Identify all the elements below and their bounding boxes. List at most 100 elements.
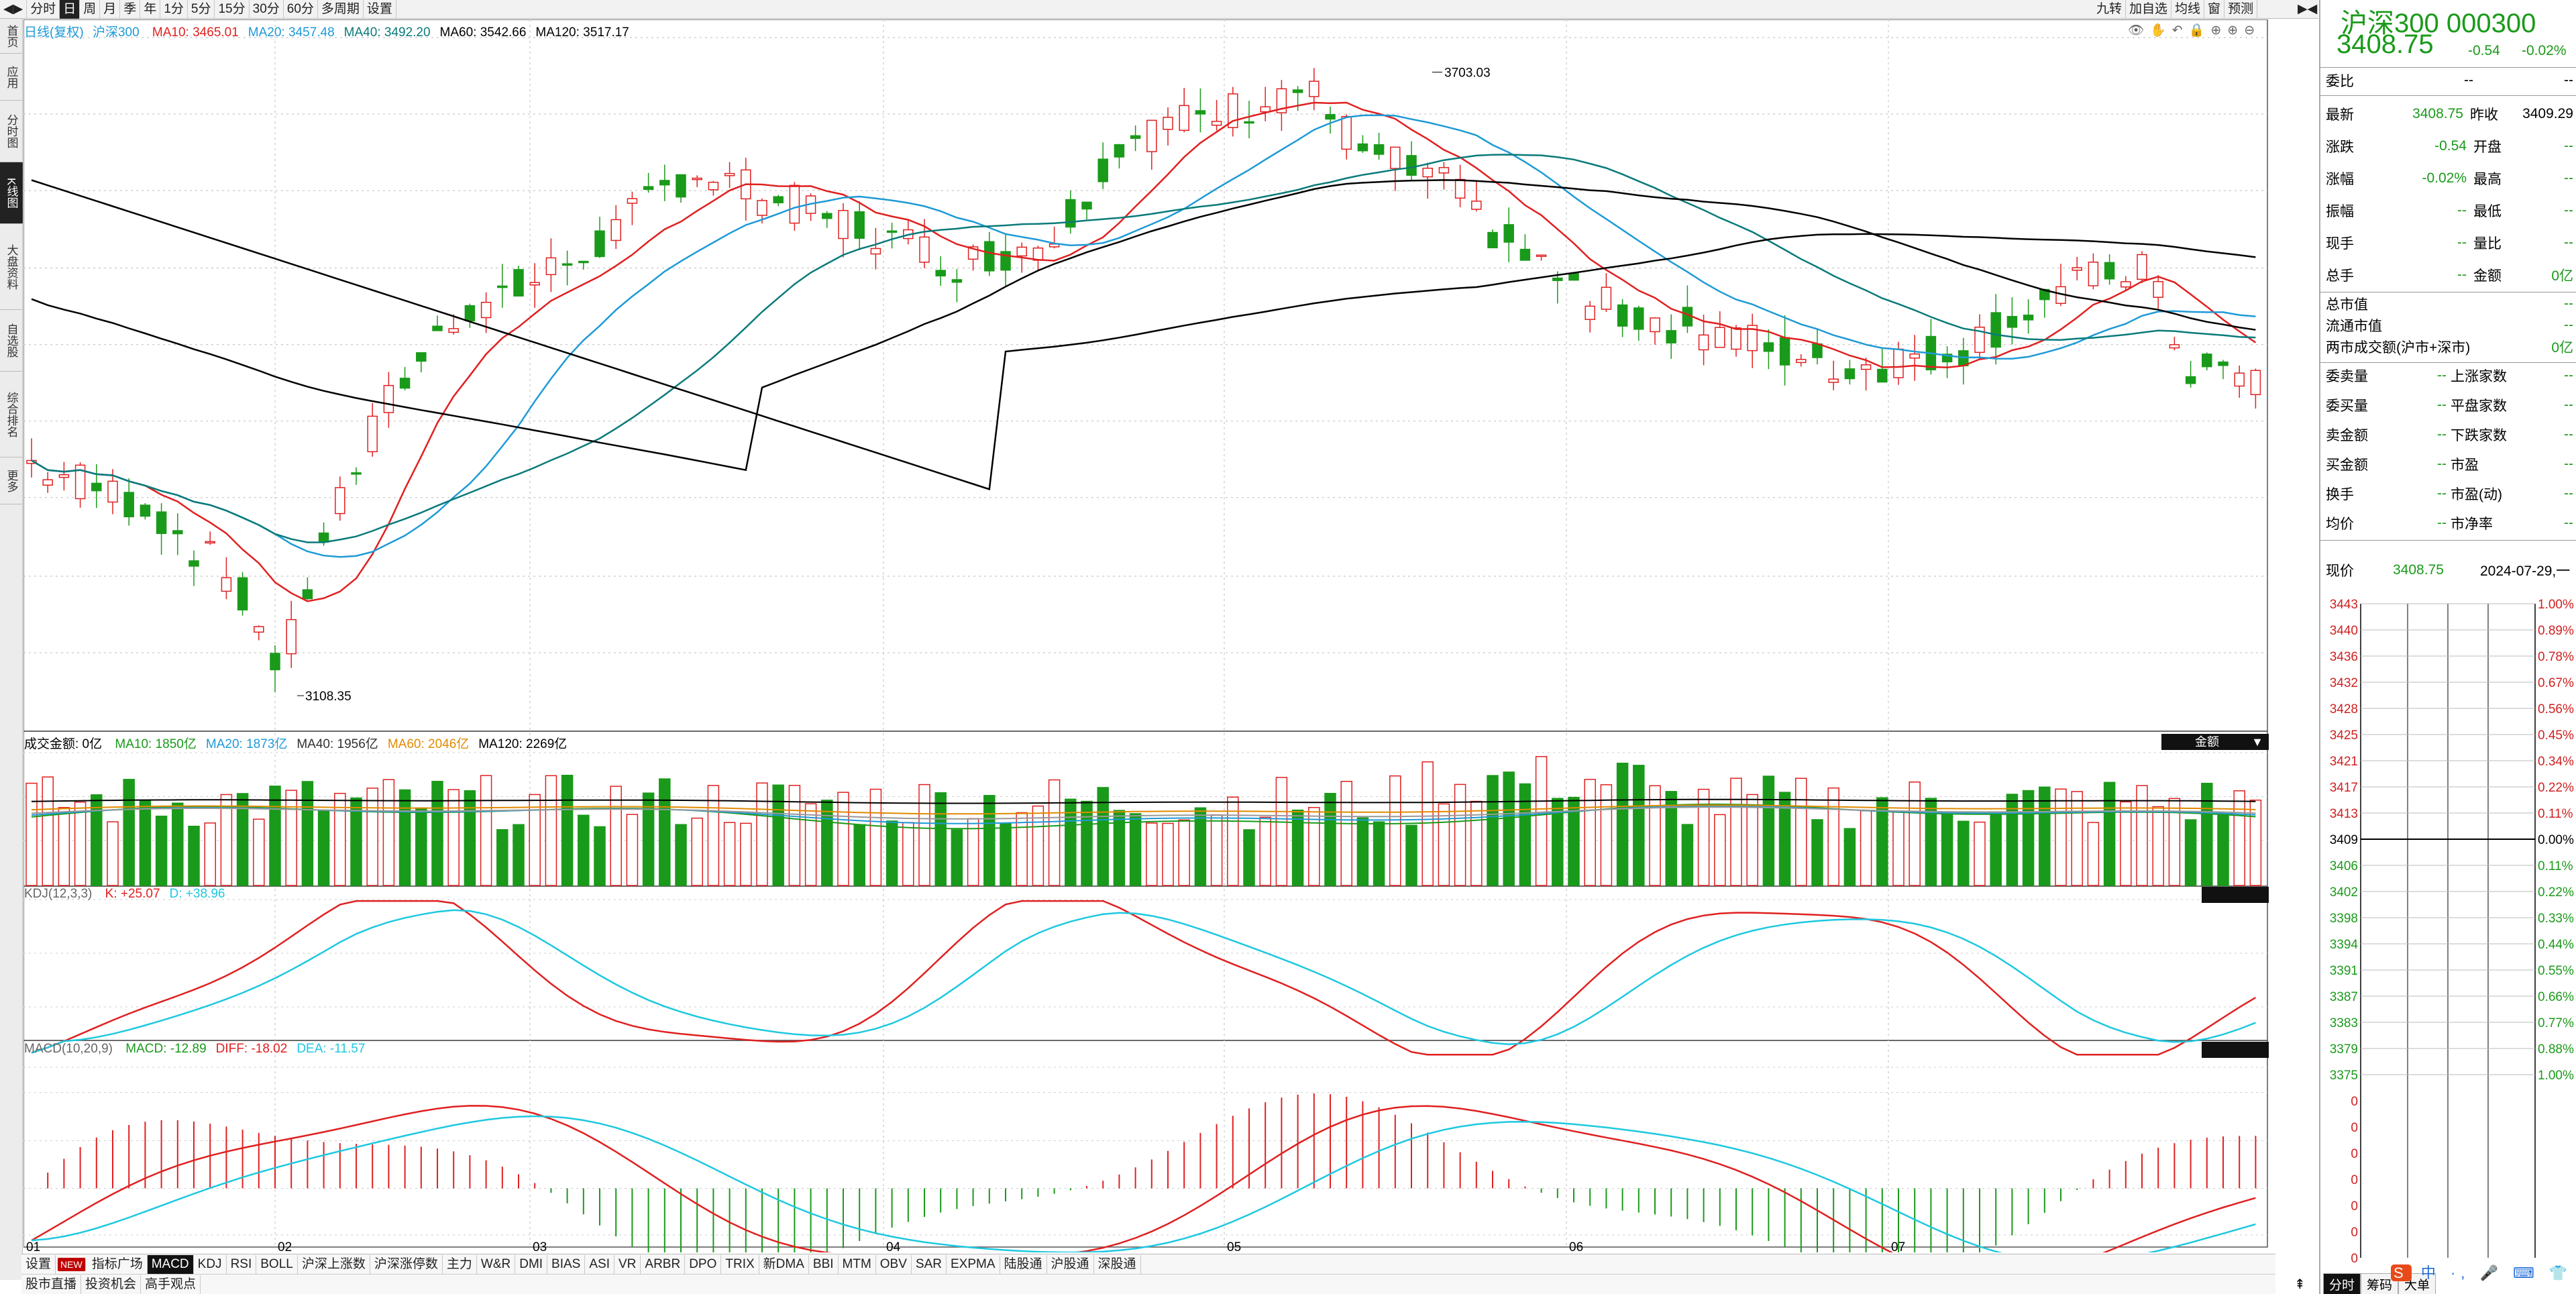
indicator-tab-10[interactable]: DMI	[515, 1254, 548, 1274]
sidebar-item-6[interactable]: 综合排名	[0, 372, 23, 457]
breadth-value: --	[2564, 456, 2573, 472]
period-tab-2[interactable]: 周	[80, 0, 101, 19]
indicator-tab-22[interactable]: EXPMA	[947, 1254, 1000, 1274]
volume-bar	[1925, 798, 1937, 886]
period-tab-10[interactable]: 60分	[284, 0, 318, 19]
intraday-left-tick: 0	[2351, 1095, 2358, 1109]
chart-right-buttons: 九转 加自选 均线窗预测	[2093, 0, 2258, 19]
intraday-chart[interactable]: 3443 1.00% 3440 0.89% 3436 0.78% 3432 0.67% 3428…	[2320, 590, 2576, 1268]
period-tab-1[interactable]: 日	[60, 0, 80, 19]
candle-body	[1244, 121, 1254, 124]
breadth-value: --	[2564, 486, 2573, 501]
indicator-tab-24[interactable]: 沪股通	[1047, 1254, 1094, 1274]
period-tab-9[interactable]: 30分	[250, 0, 284, 19]
indicator-tab-21[interactable]: SAR	[912, 1254, 947, 1274]
indicator-tab-13[interactable]: VR	[614, 1254, 641, 1274]
legend-item-4: MA120: 2269亿	[478, 737, 568, 751]
period-tab-8[interactable]: 15分	[215, 0, 250, 19]
indicator-tab-25[interactable]: 深股通	[1094, 1254, 1141, 1274]
period-tab-3[interactable]: 月	[100, 0, 121, 19]
new-badge: NEW	[58, 1257, 86, 1271]
candle-body	[643, 186, 654, 191]
indicator-tab-16[interactable]: TRIX	[721, 1254, 759, 1274]
volume-bar	[2168, 798, 2181, 886]
candle-body	[464, 305, 476, 322]
sidebar-item-1[interactable]: 应用	[0, 54, 23, 101]
volume-bar	[1275, 777, 1288, 886]
legend-stock: 沪深300	[92, 25, 140, 40]
indicator-tab-9[interactable]: W&R	[477, 1254, 516, 1274]
macd-params-button[interactable]	[2202, 1042, 2269, 1058]
sidebar-item-2[interactable]: 分时图	[0, 101, 23, 162]
breadth-key: 上涨家数	[2451, 369, 2507, 384]
chart-button-2[interactable]: 均线	[2171, 0, 2205, 19]
period-tab-12[interactable]: 设置	[364, 0, 396, 19]
intraday-left-tick: 0	[2351, 1173, 2358, 1187]
chart-button-4[interactable]: 预测	[2224, 0, 2258, 19]
bottom-tab-2[interactable]: 高手观点	[141, 1275, 201, 1294]
period-tab-0[interactable]: 分时	[27, 0, 60, 19]
indicator-tab-6[interactable]: 沪深上涨数	[298, 1254, 370, 1274]
quote-value: -0.02%	[2422, 170, 2467, 186]
volume-bar	[2233, 790, 2245, 886]
period-tab-7[interactable]: 5分	[188, 0, 215, 19]
volume-bar	[58, 807, 70, 886]
chart-button-3[interactable]: 窗	[2204, 0, 2225, 19]
period-tab-6[interactable]: 1分	[160, 0, 188, 19]
selector-value: 金额	[2195, 735, 2219, 749]
indicator-tab-8[interactable]: 主力	[443, 1254, 477, 1274]
volume-type-selector[interactable]: 金额 ▼	[2161, 734, 2269, 750]
indicator-tab-17[interactable]: 新DMA	[759, 1254, 809, 1274]
volume-bar	[1778, 792, 1791, 886]
period-tab-11[interactable]: 多周期	[318, 0, 364, 19]
volume-bar	[934, 792, 947, 886]
weibi-value2: --	[2564, 72, 2573, 88]
candle-body	[545, 257, 557, 276]
scroll-up-icon[interactable]: ⇞	[2294, 1277, 2306, 1292]
quote-tab-0[interactable]: 分时	[2323, 1273, 2361, 1294]
kdj-params-button[interactable]	[2202, 887, 2269, 903]
indicator-tab-20[interactable]: OBV	[876, 1254, 912, 1274]
sidebar-item-5[interactable]: 自选股	[0, 310, 23, 372]
period-tab-4[interactable]: 季	[120, 0, 141, 19]
quote-row-4: 现手 -- 量比 --	[2326, 229, 2573, 256]
indicator-tab-11[interactable]: BIAS	[547, 1254, 586, 1274]
candle-body	[237, 577, 248, 610]
period-tab-5[interactable]: 年	[140, 0, 161, 19]
indicator-tab-15[interactable]: DPO	[685, 1254, 722, 1274]
indicator-tab-7[interactable]: 沪深涨停数	[370, 1254, 443, 1274]
kline-chart[interactable]: 3736366335903516344333703297322231490102…	[23, 19, 2271, 1252]
chart-button-0[interactable]: 九转	[2093, 0, 2127, 19]
indicator-tab-23[interactable]: 陆股通	[1000, 1254, 1047, 1274]
bottom-tab-0[interactable]: 股市直播	[21, 1275, 82, 1294]
candle-body	[1779, 337, 1790, 366]
indicator-tab-1[interactable]: 指标广场	[88, 1254, 148, 1274]
chart-button-1[interactable]: 加自选	[2126, 0, 2172, 19]
candle-body	[2169, 344, 2180, 349]
sidebar-item-0[interactable]: 首页	[0, 19, 23, 54]
indicator-tab-14[interactable]: ARBR	[641, 1254, 686, 1274]
volume-bar	[2087, 822, 2100, 886]
sidebar-item-3[interactable]: K线图	[0, 162, 23, 224]
volume-bar	[642, 792, 655, 886]
indicator-tab-5[interactable]: BOLL	[256, 1254, 298, 1274]
collapse-panel-icon[interactable]: ▶◀	[2294, 0, 2322, 19]
breadth-key: 委买量	[2326, 398, 2368, 414]
indicator-tab-0[interactable]: 设置	[21, 1254, 56, 1274]
intraday-left-tick: 3413	[2330, 807, 2358, 821]
sidebar-item-4[interactable]: 大盘资料	[0, 224, 23, 310]
back-arrow-icon[interactable]: ◀▶	[0, 0, 28, 19]
kdj-k-line	[31, 900, 2257, 1056]
volume-bar	[723, 822, 736, 886]
breadth-key: 买金额	[2326, 457, 2368, 473]
indicator-tab-2[interactable]: MACD	[147, 1254, 194, 1274]
indicator-tab-4[interactable]: RSI	[227, 1254, 257, 1274]
candle-body	[1195, 110, 1206, 115]
indicator-tab-18[interactable]: BBI	[809, 1254, 839, 1274]
breadth-row-4: 换手 -- 市盈(动) --	[2326, 480, 2573, 507]
indicator-tab-19[interactable]: MTM	[839, 1254, 876, 1274]
sidebar-item-7[interactable]: 更多	[0, 457, 23, 504]
indicator-tab-3[interactable]: KDJ	[194, 1254, 227, 1274]
bottom-tab-1[interactable]: 投资机会	[81, 1275, 142, 1294]
indicator-tab-12[interactable]: ASI	[585, 1254, 614, 1274]
